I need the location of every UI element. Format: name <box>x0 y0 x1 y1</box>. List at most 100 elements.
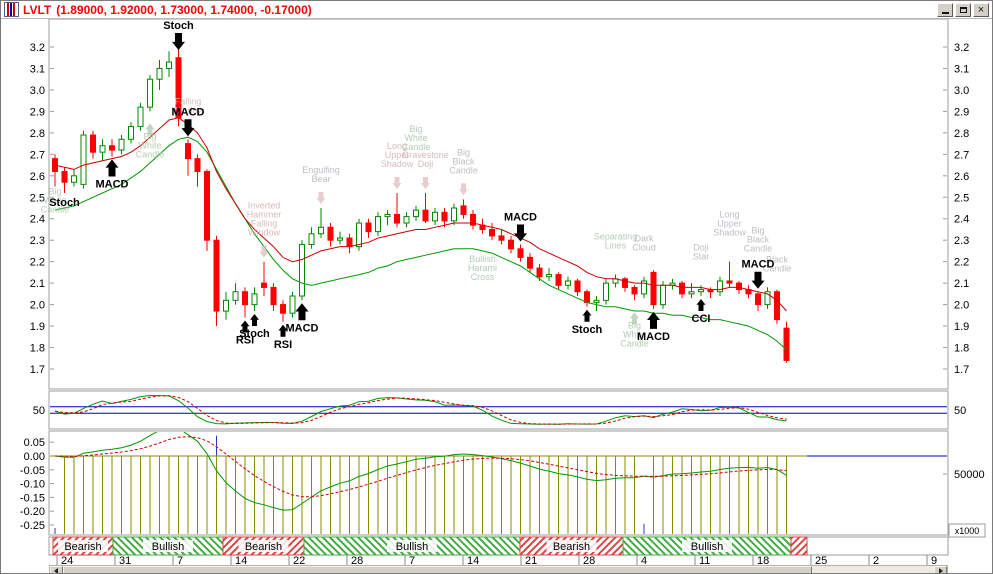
date-axis: 24 31 7 14 22 28 7 14 21 28 4 11 18 25 2 9 <box>56 555 937 567</box>
svg-text:Black: Black <box>766 255 789 265</box>
svg-text:Candle: Candle <box>763 264 792 274</box>
expert-ribbon: Bearish Bullish Bearish Bullish Bearish Bulli… <box>48 536 949 556</box>
svg-text:1.9: 1.9 <box>954 321 969 333</box>
svg-text:Inverted: Inverted <box>248 201 281 211</box>
chart-area[interactable]: 3.2 3.2 3.1 3.1 3.0 3.0 2.9 2.9 2.8 2.8 2.7 2.7 2.6 2… <box>1 18 992 573</box>
svg-text:MACD: MACD <box>172 106 205 118</box>
svg-text:White: White <box>623 329 646 339</box>
svg-text:Candle: Candle <box>41 205 70 215</box>
restore-button[interactable] <box>955 2 971 17</box>
svg-text:3.2: 3.2 <box>30 42 45 54</box>
scrollbar-thumb[interactable] <box>63 566 813 573</box>
window-title: LVLT (1.89000, 1.92000, 1.73000, 1.74000,… <box>23 3 312 17</box>
svg-text:2.0: 2.0 <box>954 300 969 312</box>
svg-text:Bearish: Bearish <box>245 541 282 553</box>
svg-text:Bearish: Bearish <box>553 541 590 553</box>
svg-text:Black: Black <box>452 156 475 166</box>
svg-text:Candle: Candle <box>620 338 649 348</box>
svg-text:2.7: 2.7 <box>30 149 45 161</box>
svg-text:2.5: 2.5 <box>30 192 45 204</box>
svg-text:x1000: x1000 <box>955 526 980 536</box>
svg-text:2.2: 2.2 <box>954 257 969 269</box>
stoch-panel: 50 50 <box>33 405 967 417</box>
svg-text:2.3: 2.3 <box>954 235 969 247</box>
svg-text:Gravestone: Gravestone <box>402 150 449 160</box>
svg-text:21: 21 <box>525 555 537 567</box>
svg-text:Bullish: Bullish <box>469 254 496 264</box>
svg-text:Falling: Falling <box>175 96 202 106</box>
svg-text:7: 7 <box>409 555 415 567</box>
svg-text:White: White <box>43 196 66 206</box>
svg-text:Stoch: Stoch <box>239 328 270 340</box>
svg-text:2.6: 2.6 <box>30 171 45 183</box>
svg-text:25: 25 <box>815 555 827 567</box>
svg-text:Long: Long <box>719 210 739 220</box>
svg-text:2.8: 2.8 <box>954 128 969 140</box>
svg-text:14: 14 <box>467 555 479 567</box>
svg-text:Hammer: Hammer <box>247 210 282 220</box>
scroll-left-icon <box>54 568 58 573</box>
svg-text:Candle: Candle <box>136 149 165 159</box>
svg-text:Big: Big <box>143 131 156 141</box>
svg-text:28: 28 <box>351 555 363 567</box>
svg-text:Window: Window <box>172 105 205 115</box>
svg-text:11: 11 <box>699 555 710 567</box>
quote-values: (1.89000, 1.92000, 1.73000, 1.74000, -0.… <box>56 2 312 17</box>
minimize-button[interactable] <box>937 2 953 17</box>
svg-text:CCI: CCI <box>692 313 711 325</box>
svg-text:Doji: Doji <box>418 159 434 169</box>
svg-text:MACD: MACD <box>286 322 319 334</box>
svg-text:2.0: 2.0 <box>30 300 45 312</box>
price-axis: 3.2 3.2 3.1 3.1 3.0 3.0 2.9 2.9 2.8 2.8 2.7 2.7 2.6 2… <box>30 42 970 376</box>
svg-text:50000: 50000 <box>954 469 985 481</box>
svg-text:Cloud: Cloud <box>632 243 656 253</box>
svg-text:50: 50 <box>954 405 966 417</box>
minimize-icon <box>941 11 949 14</box>
svg-text:3.2: 3.2 <box>954 42 969 54</box>
scroll-right-button[interactable] <box>934 566 947 573</box>
svg-text:-0.20: -0.20 <box>20 506 45 518</box>
svg-text:28: 28 <box>583 555 595 567</box>
pattern-annotations: BigWhiteCandleBigWhiteCandleFallingWindo… <box>41 96 792 348</box>
svg-text:14: 14 <box>235 555 247 567</box>
macd-panel: 0.05 0.00 -0.05 -0.10-0.15 -0.20 -0.25 50000 x1… <box>20 437 986 538</box>
svg-text:2.3: 2.3 <box>30 235 45 247</box>
scroll-left-button[interactable] <box>50 566 63 573</box>
svg-text:22: 22 <box>293 555 305 567</box>
svg-text:MACD: MACD <box>504 211 537 223</box>
svg-text:31: 31 <box>119 555 131 567</box>
svg-text:White: White <box>138 140 161 150</box>
svg-text:1.8: 1.8 <box>30 343 45 355</box>
svg-text:RSI: RSI <box>236 334 254 346</box>
svg-text:3.0: 3.0 <box>30 85 45 97</box>
svg-text:2.4: 2.4 <box>954 214 969 226</box>
scrollbar-track[interactable] <box>63 566 934 573</box>
window-titlebar[interactable]: LVLT (1.89000, 1.92000, 1.73000, 1.74000,… <box>1 1 992 19</box>
svg-text:Upper: Upper <box>717 219 742 229</box>
svg-text:18: 18 <box>757 555 769 567</box>
svg-text:2.4: 2.4 <box>30 214 45 226</box>
svg-text:2.8: 2.8 <box>30 128 45 140</box>
svg-text:Upper: Upper <box>385 150 410 160</box>
svg-text:Bullish: Bullish <box>396 541 428 553</box>
svg-text:MACD: MACD <box>637 331 670 343</box>
svg-text:2.6: 2.6 <box>954 171 969 183</box>
svg-text:-0.15: -0.15 <box>20 492 45 504</box>
window-controls: × <box>935 2 989 17</box>
svg-text:2.2: 2.2 <box>30 257 45 269</box>
svg-text:Separating: Separating <box>594 232 638 242</box>
svg-text:Big: Big <box>628 320 641 330</box>
svg-text:3.1: 3.1 <box>30 63 45 75</box>
svg-text:Big: Big <box>457 147 470 157</box>
close-button[interactable]: × <box>973 2 989 17</box>
svg-text:50: 50 <box>33 405 45 417</box>
svg-text:2.1: 2.1 <box>954 278 969 290</box>
svg-text:1.9: 1.9 <box>30 321 45 333</box>
horizontal-scrollbar[interactable] <box>49 565 948 573</box>
svg-text:1.7: 1.7 <box>954 364 969 376</box>
svg-text:1.7: 1.7 <box>30 364 45 376</box>
svg-text:MACD: MACD <box>742 259 775 271</box>
svg-text:Stoch: Stoch <box>163 20 194 32</box>
svg-text:White: White <box>404 133 427 143</box>
